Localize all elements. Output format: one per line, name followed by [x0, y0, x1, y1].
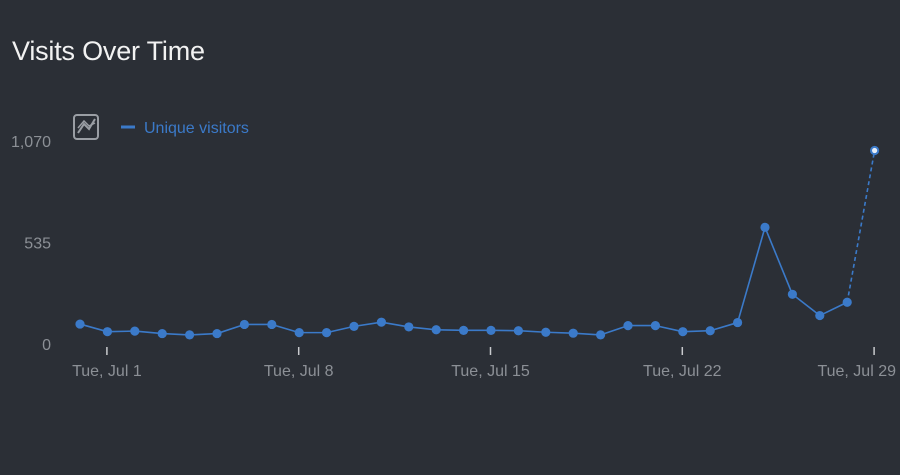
- data-point[interactable]: [102, 327, 112, 337]
- data-point[interactable]: [650, 320, 661, 331]
- x-tick-label: Tue, Jul 1: [72, 363, 142, 380]
- data-point[interactable]: [541, 327, 551, 337]
- series-segment: [79, 323, 108, 333]
- data-point[interactable]: [870, 145, 880, 156]
- data-point[interactable]: [513, 326, 524, 336]
- series-segment: [600, 324, 629, 336]
- data-point[interactable]: [623, 320, 633, 331]
- data-point[interactable]: [322, 328, 332, 338]
- x-tick-label: Tue, Jul 29: [817, 363, 896, 380]
- series-lines: [79, 150, 876, 336]
- x-axis: Tue, Jul 1 Tue, Jul 8 Tue, Jul 15 Tue, Jul …: [72, 347, 896, 380]
- series-segment: [764, 227, 794, 295]
- y-axis-labels: 0 535 1,070: [11, 134, 51, 354]
- data-point[interactable]: [130, 326, 140, 336]
- series-segment: [846, 150, 876, 303]
- series-segment: [326, 325, 355, 334]
- x-tick-label: Tue, Jul 15: [451, 363, 530, 380]
- x-tick-label: Tue, Jul 8: [264, 363, 334, 380]
- series-segment: [353, 321, 382, 328]
- series-segment: [216, 323, 245, 335]
- data-point[interactable]: [75, 319, 85, 329]
- data-point[interactable]: [678, 327, 688, 337]
- series-segment: [791, 293, 821, 317]
- data-point[interactable]: [431, 325, 441, 335]
- legend-label: Unique visitors: [144, 120, 249, 137]
- data-point[interactable]: [705, 326, 715, 336]
- data-point[interactable]: [459, 325, 469, 335]
- chart-title: Visits Over Time: [12, 36, 205, 66]
- y-tick-label: 0: [42, 337, 51, 354]
- data-point[interactable]: [239, 319, 249, 330]
- data-point[interactable]: [376, 317, 386, 327]
- data-point[interactable]: [267, 319, 277, 330]
- data-point[interactable]: [349, 321, 359, 331]
- data-point[interactable]: [760, 222, 770, 232]
- y-tick-label: 1,070: [11, 134, 51, 151]
- series-segment: [736, 227, 766, 323]
- series-segment: [271, 323, 300, 334]
- data-point[interactable]: [842, 297, 852, 307]
- series-segment: [819, 301, 848, 317]
- data-point[interactable]: [212, 328, 222, 339]
- legend[interactable]: Unique visitors: [73, 114, 249, 140]
- data-point[interactable]: [568, 328, 578, 338]
- series-segment: [709, 321, 738, 332]
- data-point[interactable]: [157, 328, 167, 339]
- data-point[interactable]: [596, 330, 606, 340]
- x-tick-label: Tue, Jul 22: [643, 363, 722, 380]
- data-point[interactable]: [787, 289, 798, 299]
- series-points: [75, 145, 880, 340]
- data-point[interactable]: [733, 317, 743, 328]
- series-segment: [655, 324, 683, 333]
- chart-icon[interactable]: [73, 114, 99, 140]
- data-point[interactable]: [404, 322, 414, 332]
- data-point[interactable]: [486, 325, 496, 335]
- series-segment: [381, 321, 409, 328]
- y-tick-label: 535: [24, 236, 51, 253]
- data-point[interactable]: [185, 330, 195, 340]
- data-point[interactable]: [294, 328, 304, 338]
- data-point[interactable]: [815, 310, 825, 321]
